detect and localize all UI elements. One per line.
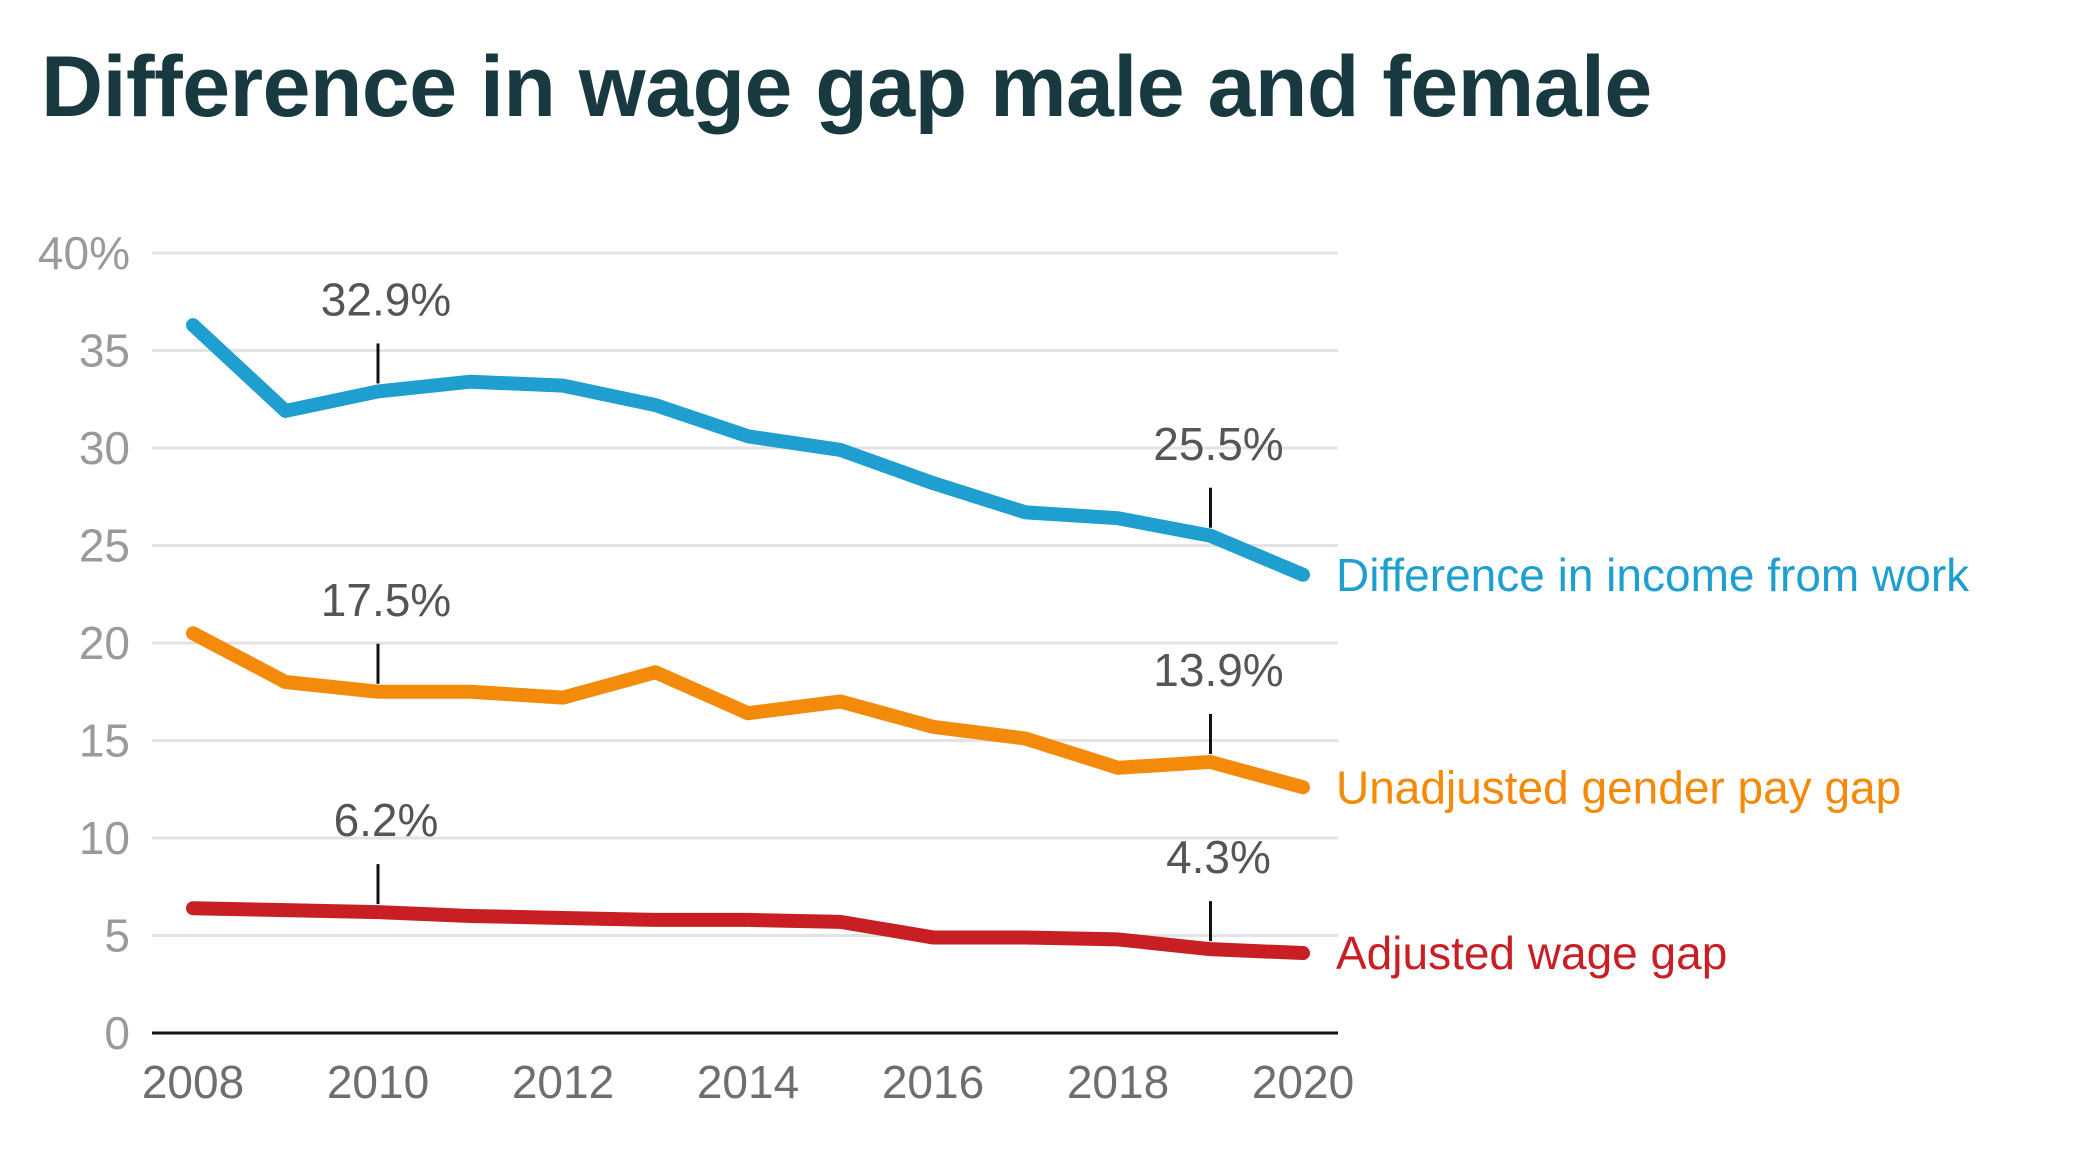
y-tick-label: 5 bbox=[104, 910, 130, 962]
y-tick-label: 25 bbox=[79, 520, 130, 572]
x-tick-label: 2016 bbox=[882, 1056, 984, 1108]
x-tick-label: 2020 bbox=[1252, 1056, 1354, 1108]
y-tick-label: 30 bbox=[79, 422, 130, 474]
annotation-label: 17.5% bbox=[321, 574, 451, 626]
annotation-label: 25.5% bbox=[1153, 418, 1283, 470]
x-tick-label: 2018 bbox=[1067, 1056, 1169, 1108]
y-tick-label: 15 bbox=[79, 715, 130, 767]
x-tick-label: 2008 bbox=[142, 1056, 244, 1108]
y-tick-label: 0 bbox=[104, 1007, 130, 1059]
series-line bbox=[186, 318, 1310, 582]
series-label: Unadjusted gender pay gap bbox=[1336, 761, 1901, 813]
y-tick-label: 35 bbox=[79, 325, 130, 377]
y-tick-label: 40% bbox=[38, 227, 130, 279]
x-tick-label: 2010 bbox=[327, 1056, 429, 1108]
x-tick-label: 2014 bbox=[697, 1056, 799, 1108]
annotation-label: 13.9% bbox=[1153, 644, 1283, 696]
series-line bbox=[186, 901, 1310, 961]
x-tick-label: 2012 bbox=[512, 1056, 614, 1108]
y-tick-label: 10 bbox=[79, 812, 130, 864]
annotation-label: 6.2% bbox=[334, 794, 439, 846]
annotation-label: 32.9% bbox=[321, 273, 451, 325]
annotation-label: 4.3% bbox=[1166, 831, 1271, 883]
y-tick-label: 20 bbox=[79, 617, 130, 669]
series-label: Adjusted wage gap bbox=[1336, 927, 1727, 979]
chart-title: Difference in wage gap male and female bbox=[41, 39, 1652, 135]
series-label: Difference in income from work bbox=[1336, 549, 1970, 601]
series-line bbox=[186, 626, 1310, 795]
